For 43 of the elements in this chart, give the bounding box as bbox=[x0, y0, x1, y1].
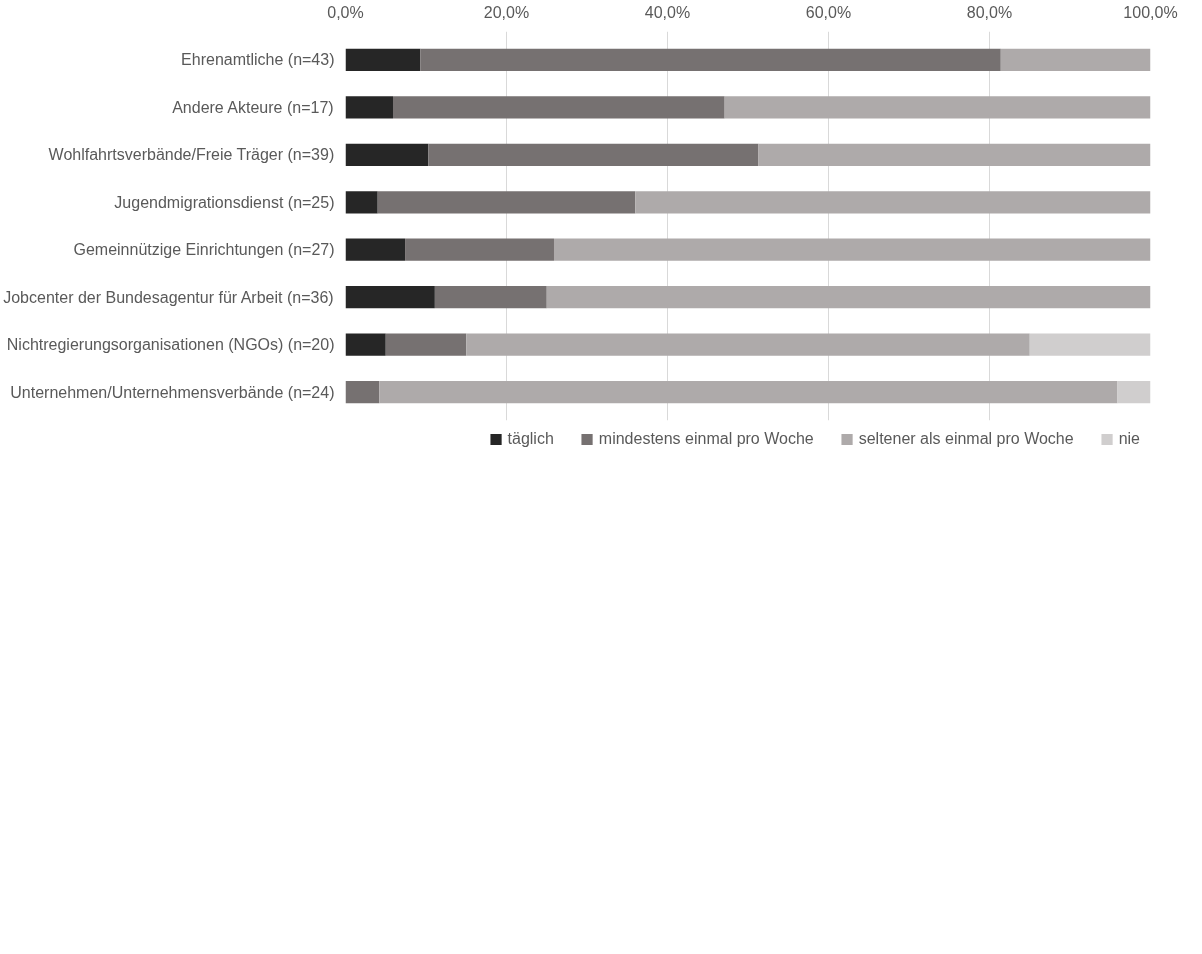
bar bbox=[345, 143, 429, 166]
bar bbox=[345, 286, 435, 309]
x-tick-label: 0,0% bbox=[327, 3, 364, 21]
bar bbox=[385, 333, 467, 356]
bar bbox=[392, 96, 725, 119]
x-tick-label: 80,0% bbox=[966, 3, 1013, 21]
y-tick-label: Ehrenamtliche (n=43) bbox=[181, 51, 335, 69]
y-tick-label: Andere Akteure (n=17) bbox=[172, 98, 334, 116]
bar bbox=[1029, 333, 1151, 356]
bar bbox=[635, 191, 1151, 214]
bar bbox=[345, 333, 386, 356]
bar bbox=[758, 143, 1151, 166]
y-tick-label: Gemeinnützige Einrichtungen (n=27) bbox=[73, 241, 335, 259]
legend-label: täglich bbox=[507, 430, 554, 448]
x-tick-label: 20,0% bbox=[483, 3, 530, 21]
bar bbox=[428, 143, 759, 166]
bar bbox=[724, 96, 1151, 119]
x-tick-label: 100,0% bbox=[1123, 3, 1178, 21]
x-tick-label: 60,0% bbox=[805, 3, 852, 21]
bar bbox=[377, 191, 636, 214]
bar bbox=[466, 333, 1030, 356]
y-tick-label: Wohlfahrtsverbände/Freie Träger (n=39) bbox=[48, 146, 335, 164]
bar bbox=[553, 238, 1151, 261]
legend-label: seltener als einmal pro Woche bbox=[858, 430, 1074, 448]
y-tick-label: Nichtregierungsorganisationen (NGOs) (n=20) bbox=[6, 336, 335, 354]
bar bbox=[345, 238, 406, 261]
x-tick-label: 40,0% bbox=[644, 3, 691, 21]
bar bbox=[345, 380, 380, 404]
bar bbox=[546, 286, 1151, 309]
bar bbox=[379, 380, 1118, 404]
legend-label: nie bbox=[1118, 430, 1140, 448]
bar bbox=[405, 238, 554, 261]
y-tick-label: Unternehmen/Unternehmensverbände (n=24) bbox=[10, 383, 335, 401]
y-tick-label: Jobcenter der Bundesagentur für Arbeit (n=36) bbox=[3, 288, 334, 306]
bar bbox=[345, 48, 421, 72]
bar bbox=[345, 191, 378, 214]
bar bbox=[1000, 48, 1151, 72]
legend-label: mindestens einmal pro Woche bbox=[598, 430, 814, 448]
y-tick-label: Jugendmigrationsdienst (n=25) bbox=[114, 193, 335, 211]
bar bbox=[1117, 380, 1151, 404]
bar bbox=[345, 96, 393, 119]
bar bbox=[434, 286, 547, 309]
bar bbox=[420, 48, 1001, 72]
